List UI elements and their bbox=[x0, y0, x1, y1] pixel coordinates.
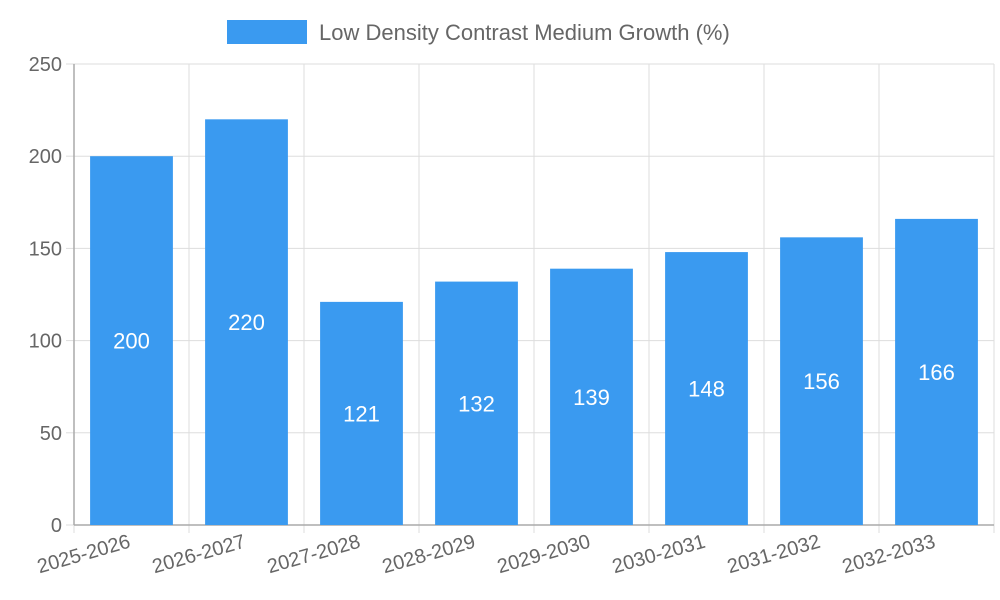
y-tick-label: 150 bbox=[29, 238, 62, 260]
y-tick-label: 50 bbox=[40, 423, 62, 445]
legend-swatch[interactable] bbox=[227, 20, 307, 44]
x-tick-label: 2032-2033 bbox=[840, 531, 938, 579]
data-label-2025-2026: 200 bbox=[113, 329, 150, 354]
x-tick-label: 2025-2026 bbox=[35, 531, 133, 579]
x-tick-label: 2027-2028 bbox=[265, 531, 363, 579]
x-tick-label: 2031-2032 bbox=[725, 531, 823, 579]
x-tick-label: 2029-2030 bbox=[495, 531, 593, 579]
bar-2032-2033[interactable] bbox=[895, 218, 978, 525]
x-tick-label: 2028-2029 bbox=[380, 531, 478, 579]
y-tick-label: 0 bbox=[51, 515, 62, 537]
data-label-2027-2028: 121 bbox=[343, 401, 380, 426]
bar-2030-2031[interactable] bbox=[665, 252, 748, 525]
data-label-2026-2027: 220 bbox=[228, 310, 265, 335]
bars bbox=[90, 119, 978, 525]
y-tick-label: 250 bbox=[29, 54, 62, 76]
data-labels: 200 220 121 132 139 148 156 166 bbox=[113, 310, 955, 426]
y-tick-label: 100 bbox=[29, 331, 62, 353]
x-tick-label: 2026-2027 bbox=[150, 531, 248, 579]
x-tick-label: 2030-2031 bbox=[610, 531, 708, 579]
bar-2028-2029[interactable] bbox=[435, 281, 518, 525]
legend[interactable]: Low Density Contrast Medium Growth (%) bbox=[227, 20, 730, 45]
bar-2025-2026[interactable] bbox=[90, 156, 173, 525]
data-label-2032-2033: 166 bbox=[918, 360, 955, 385]
bar-2031-2032[interactable] bbox=[780, 237, 863, 525]
bar-2026-2027[interactable] bbox=[205, 119, 288, 525]
data-label-2031-2032: 156 bbox=[803, 369, 840, 394]
y-tick-label: 200 bbox=[29, 146, 62, 168]
legend-label[interactable]: Low Density Contrast Medium Growth (%) bbox=[319, 20, 730, 45]
bar-2029-2030[interactable] bbox=[550, 268, 633, 525]
data-label-2030-2031: 148 bbox=[688, 377, 725, 402]
bar-2027-2028[interactable] bbox=[320, 301, 403, 525]
data-label-2029-2030: 139 bbox=[573, 385, 610, 410]
data-label-2028-2029: 132 bbox=[458, 391, 495, 416]
